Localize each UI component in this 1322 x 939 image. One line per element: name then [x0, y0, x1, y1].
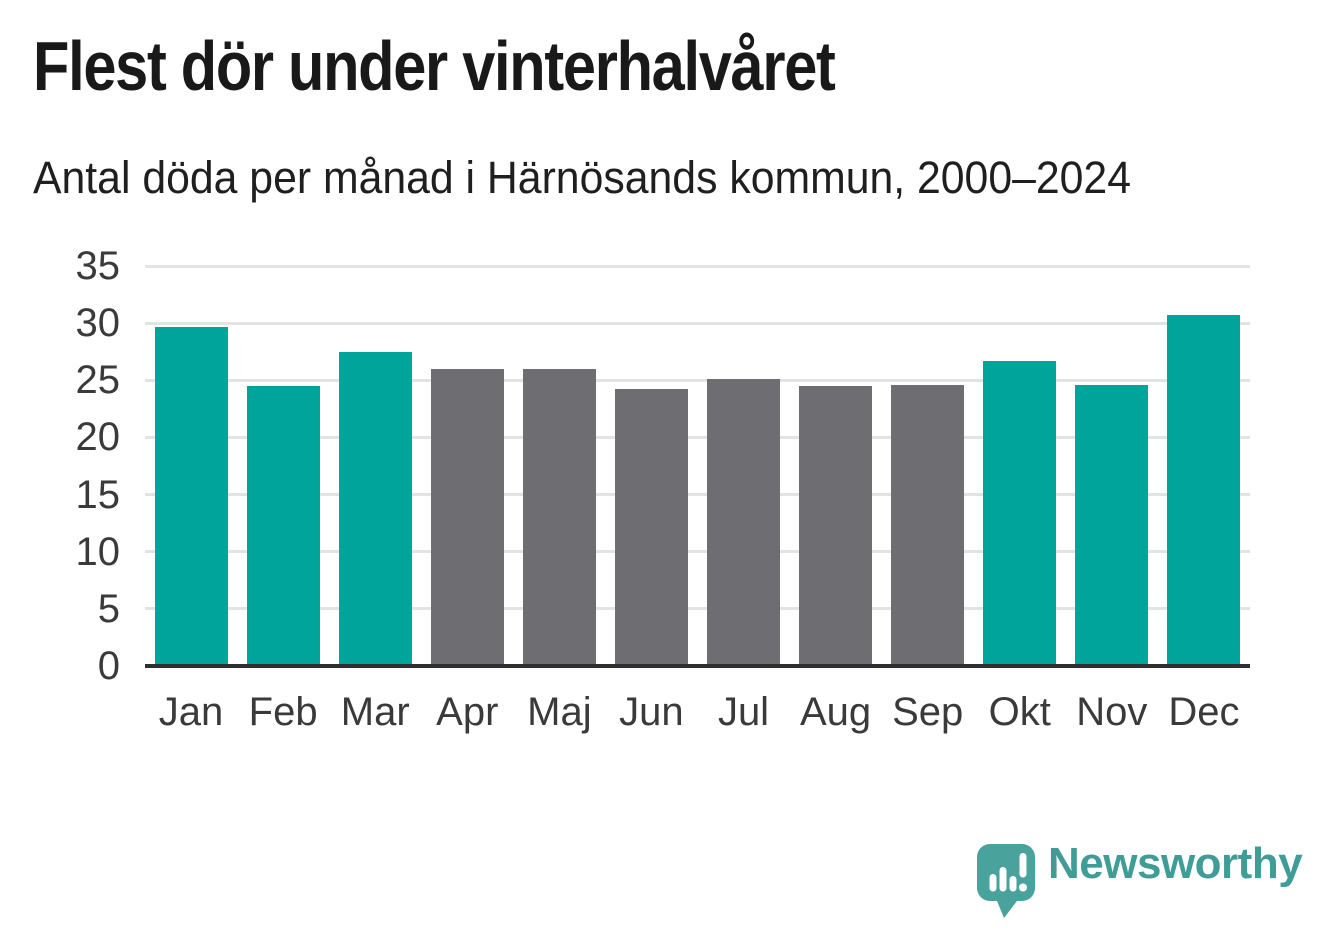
- bar-slot: [421, 266, 513, 666]
- bar-maj: [522, 368, 596, 666]
- bar-nov: [1075, 384, 1149, 666]
- gridlines: [145, 264, 1250, 666]
- bar-dec: [1167, 315, 1241, 666]
- gridline: [145, 435, 1250, 439]
- gridline: [145, 378, 1250, 382]
- x-axis-line: [145, 664, 1250, 668]
- x-axis-tick-label: Aug: [800, 690, 872, 734]
- x-axis-tick-label: Feb: [248, 690, 318, 734]
- bar-slot: [237, 266, 329, 666]
- chart-title: Flest dör under vinterhalvåret: [33, 27, 836, 105]
- bar-jul: [707, 379, 780, 666]
- x-axis-tick-label: Maj: [527, 690, 592, 734]
- newsworthy-logo-text: Newsworthy: [1048, 839, 1303, 888]
- x-axis-tick-label: Jul: [717, 690, 770, 734]
- gridline: [145, 264, 1250, 268]
- bar-mar: [338, 351, 412, 666]
- bar-slot: [1158, 266, 1250, 666]
- bar-slot: [605, 266, 697, 666]
- x-axis-tick-label: Jun: [619, 690, 684, 734]
- chart-subtitle: Antal döda per månad i Härnösands kommun…: [33, 152, 1131, 203]
- bar-slot: [145, 266, 237, 666]
- y-axis-tick-label: 20: [75, 415, 121, 460]
- bar-slot: [790, 266, 882, 666]
- y-axis-tick-label: 0: [97, 644, 120, 688]
- x-axis-tick-label: Dec: [1168, 690, 1240, 734]
- gridline: [145, 550, 1250, 554]
- bar-feb: [246, 386, 320, 666]
- x-axis-tick-label: Jan: [158, 690, 224, 734]
- bar-sep: [891, 384, 965, 666]
- x-axis-tick-label: Mar: [340, 690, 410, 734]
- x-axis-tick-label: Okt: [988, 690, 1051, 734]
- y-axis-tick-label: 15: [75, 472, 121, 517]
- y-axis: 0 5 10 15 20 25 30 35: [0, 245, 121, 687]
- bar-aug: [799, 386, 873, 666]
- plot-area: [145, 264, 1250, 668]
- x-axis-labels: Jan Feb Mar Apr Maj Jun Jul Aug Sep Okt Nov Dec: [145, 688, 1250, 736]
- bar-slot: [1066, 266, 1158, 666]
- x-axis-tick-label: Sep: [892, 690, 964, 734]
- logo-glyphs: [989, 853, 1027, 892]
- gridline: [145, 321, 1250, 325]
- y-axis-tick-label: 35: [75, 244, 121, 288]
- gridline: [145, 493, 1250, 497]
- bar-slot: [513, 266, 605, 666]
- bar-slot: [882, 266, 974, 666]
- bar-jun: [614, 389, 688, 666]
- bar-okt: [983, 360, 1057, 666]
- bar-apr: [430, 368, 504, 666]
- newsworthy-logo-icon: [977, 844, 1035, 918]
- bar-slot: [974, 266, 1066, 666]
- bar-jan: [154, 326, 228, 666]
- bars: [145, 266, 1250, 666]
- bar-slot: [697, 266, 789, 666]
- x-axis-tick-label: Nov: [1076, 690, 1148, 734]
- y-axis-tick-label: 25: [75, 358, 121, 403]
- gridline: [145, 607, 1250, 611]
- x-axis-tick-label: Apr: [436, 690, 499, 734]
- y-axis-tick-label: 30: [75, 301, 121, 346]
- y-axis-tick-label: 10: [75, 529, 121, 574]
- bar-slot: [329, 266, 421, 666]
- y-axis-tick-label: 5: [97, 586, 120, 631]
